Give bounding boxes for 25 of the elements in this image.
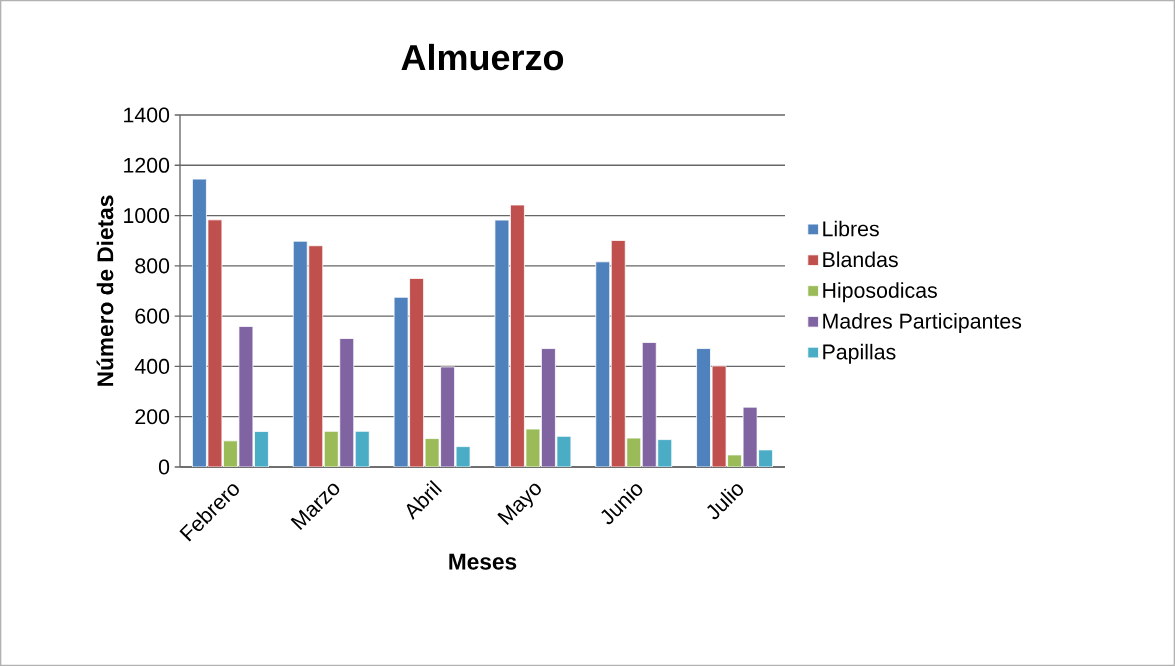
chart-title: Almuerzo bbox=[401, 43, 564, 71]
y-tick-label: 200 bbox=[135, 409, 170, 425]
bar bbox=[610, 240, 626, 467]
legend-label: Hiposodicas bbox=[823, 282, 937, 303]
bar bbox=[409, 278, 424, 467]
legend-label: Madres Participantes bbox=[823, 313, 1022, 333]
legend-label: Blandas bbox=[823, 251, 898, 268]
legend-label: Papillas bbox=[823, 343, 896, 364]
y-tick-label: 0 bbox=[158, 459, 170, 475]
bar bbox=[192, 178, 207, 467]
bar bbox=[308, 245, 324, 467]
x-axis-title: Meses bbox=[449, 553, 517, 570]
bar bbox=[696, 348, 711, 467]
y-tick-label: 400 bbox=[134, 358, 170, 374]
bar bbox=[510, 204, 525, 467]
y-tick-label: 1400 bbox=[124, 107, 170, 123]
y-axis-title: Número de Dietas bbox=[96, 195, 114, 386]
x-tick-label: Julio bbox=[707, 484, 744, 520]
bar bbox=[292, 240, 308, 467]
y-tick-label: 600 bbox=[135, 308, 170, 324]
y-tick-label: 1200 bbox=[124, 157, 170, 173]
y-tick-label: 1000 bbox=[124, 208, 170, 224]
legend-label: Libres bbox=[823, 220, 879, 237]
y-tick-label: 800 bbox=[135, 258, 170, 274]
bar bbox=[595, 261, 611, 467]
